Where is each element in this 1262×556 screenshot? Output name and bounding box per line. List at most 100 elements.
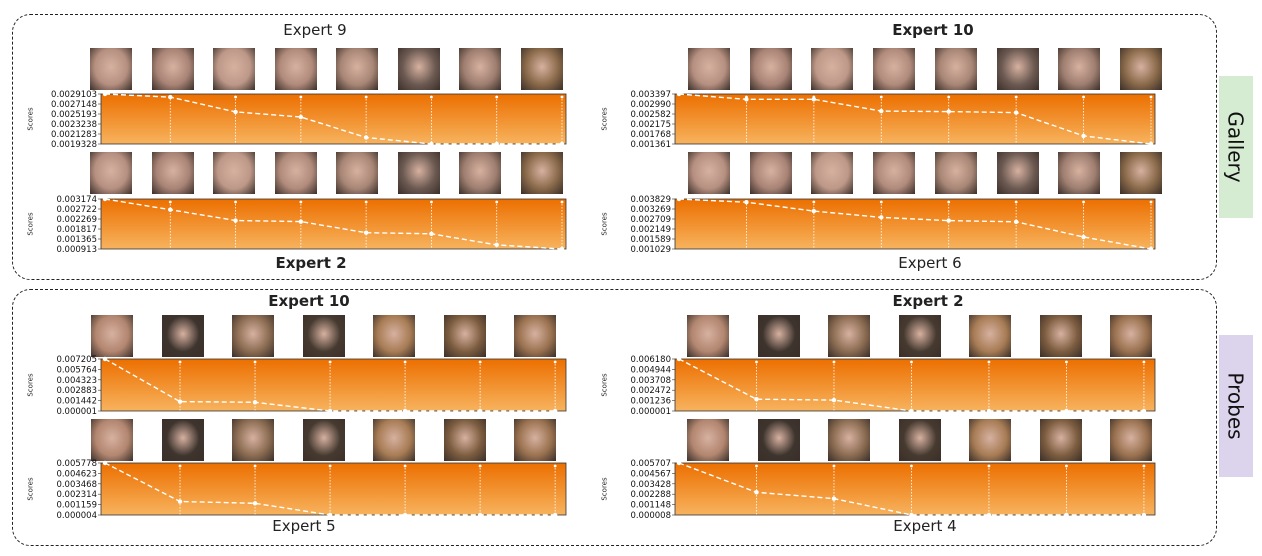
- score-point: [676, 356, 682, 362]
- guide-tip: [879, 95, 883, 99]
- y-axis-label: Scores: [600, 212, 609, 236]
- y-tick-label: 0.003174: [56, 195, 97, 205]
- face-thumbnail: [232, 315, 274, 357]
- y-tick-label: 0.000001: [630, 407, 671, 417]
- score-point: [754, 397, 759, 402]
- y-tick-label: 0.002582: [630, 110, 671, 120]
- face-thumbnail: [688, 48, 730, 90]
- face-thumbnail: [1058, 48, 1101, 90]
- score-point: [552, 512, 558, 518]
- guide-tip: [178, 360, 182, 364]
- score-point: [744, 97, 749, 102]
- score-point: [327, 408, 333, 414]
- plot-area: [100, 198, 567, 250]
- y-axis-label: Scores: [600, 373, 609, 397]
- guide-tip: [832, 360, 836, 364]
- score-point: [559, 141, 565, 147]
- score-point: [811, 208, 817, 214]
- score-point: [168, 207, 173, 212]
- guide-tip: [910, 360, 913, 364]
- face-thumbnail: [373, 315, 415, 357]
- score-point: [1148, 141, 1154, 147]
- guide-tip: [553, 360, 557, 364]
- score-point: [552, 408, 558, 414]
- face-thumbnail: [90, 152, 132, 194]
- gallery-group: [12, 14, 1217, 280]
- score-point: [1148, 246, 1154, 252]
- y-tick-label: 0.005778: [56, 459, 97, 469]
- y-tick-label: 0.001442: [56, 397, 97, 407]
- y-tick-label: 0.001361: [630, 140, 671, 150]
- face-thumbnail: [520, 152, 563, 194]
- face-thumbnail: [996, 152, 1039, 194]
- face-thumbnail: [898, 419, 941, 461]
- guide-tip: [987, 360, 991, 364]
- y-tick-label: 0.002722: [56, 205, 97, 215]
- face-thumbnail: [274, 152, 317, 194]
- guide-tip: [478, 464, 482, 468]
- face-thumbnail: [1110, 419, 1152, 461]
- guide-tip: [1082, 200, 1085, 204]
- score-point: [1013, 110, 1019, 115]
- y-tick-label: 0.000004: [56, 511, 97, 521]
- face-thumbnail: [443, 315, 486, 357]
- y-axis-label: Scores: [600, 107, 609, 131]
- y-tick-label: 0.004623: [56, 469, 97, 479]
- guide-tip: [403, 464, 407, 468]
- y-tick-label: 0.004567: [630, 469, 671, 479]
- gallery-tag: Gallery: [1219, 76, 1253, 218]
- guide-tip: [812, 200, 816, 204]
- guide-tip: [168, 200, 172, 204]
- score-point: [754, 490, 759, 495]
- plot-area: [100, 462, 567, 516]
- face-thumbnail: [91, 419, 133, 461]
- guide-tip: [947, 95, 951, 99]
- y-tick-label: 0.002175: [630, 120, 671, 130]
- score-point: [494, 242, 499, 248]
- face-thumbnail: [443, 419, 486, 461]
- guide-tip: [253, 464, 257, 468]
- face-thumbnail: [757, 419, 800, 461]
- guide-tip: [430, 95, 433, 99]
- y-tick-label: 0.002269: [56, 215, 97, 225]
- score-point: [477, 512, 483, 518]
- guide-tip: [987, 464, 991, 468]
- y-tick-label: 0.001236: [630, 397, 671, 407]
- face-thumbnail: [514, 419, 556, 461]
- score-point: [298, 219, 304, 224]
- score-point: [831, 496, 837, 501]
- y-tick-label: 0.002149: [630, 225, 671, 235]
- score-point: [252, 400, 258, 405]
- guide-tip: [879, 200, 883, 204]
- score-plot: 0.0061800.0049440.0037080.0024720.001236…: [630, 355, 1156, 417]
- guide-tip: [832, 464, 836, 468]
- face-thumbnail: [161, 315, 204, 357]
- y-tick-label: 0.004323: [56, 376, 97, 386]
- guide-tip: [328, 360, 332, 364]
- guide-tip: [1065, 464, 1068, 468]
- guide-tip: [495, 200, 499, 204]
- y-tick-label: 0.000913: [56, 245, 97, 255]
- y-tick-label: 0.001159: [56, 501, 97, 511]
- probes-tag-label: Probes: [1224, 372, 1248, 440]
- y-tick-label: 0.003397: [630, 90, 671, 100]
- score-point: [327, 512, 333, 518]
- face-thumbnail: [969, 315, 1011, 357]
- face-thumbnail: [459, 152, 501, 194]
- y-tick-label: 0.0029103: [51, 90, 97, 100]
- y-tick-label: 0.003829: [630, 195, 671, 205]
- face-thumbnail: [151, 152, 194, 194]
- y-tick-label: 0.003708: [630, 376, 671, 386]
- score-point: [477, 408, 483, 414]
- plot-area: [100, 358, 567, 412]
- y-tick-label: 0.001768: [630, 130, 671, 140]
- y-tick-label: 0.007205: [56, 355, 97, 365]
- y-tick-label: 0.001365: [56, 235, 97, 245]
- guide-tip: [1142, 464, 1146, 468]
- face-thumbnail: [688, 152, 730, 194]
- score-point: [879, 108, 884, 114]
- y-tick-label: 0.001029: [630, 245, 671, 255]
- score-point: [177, 399, 183, 404]
- gallery-tag-label: Gallery: [1224, 111, 1249, 183]
- y-tick-label: 0.005764: [56, 365, 97, 375]
